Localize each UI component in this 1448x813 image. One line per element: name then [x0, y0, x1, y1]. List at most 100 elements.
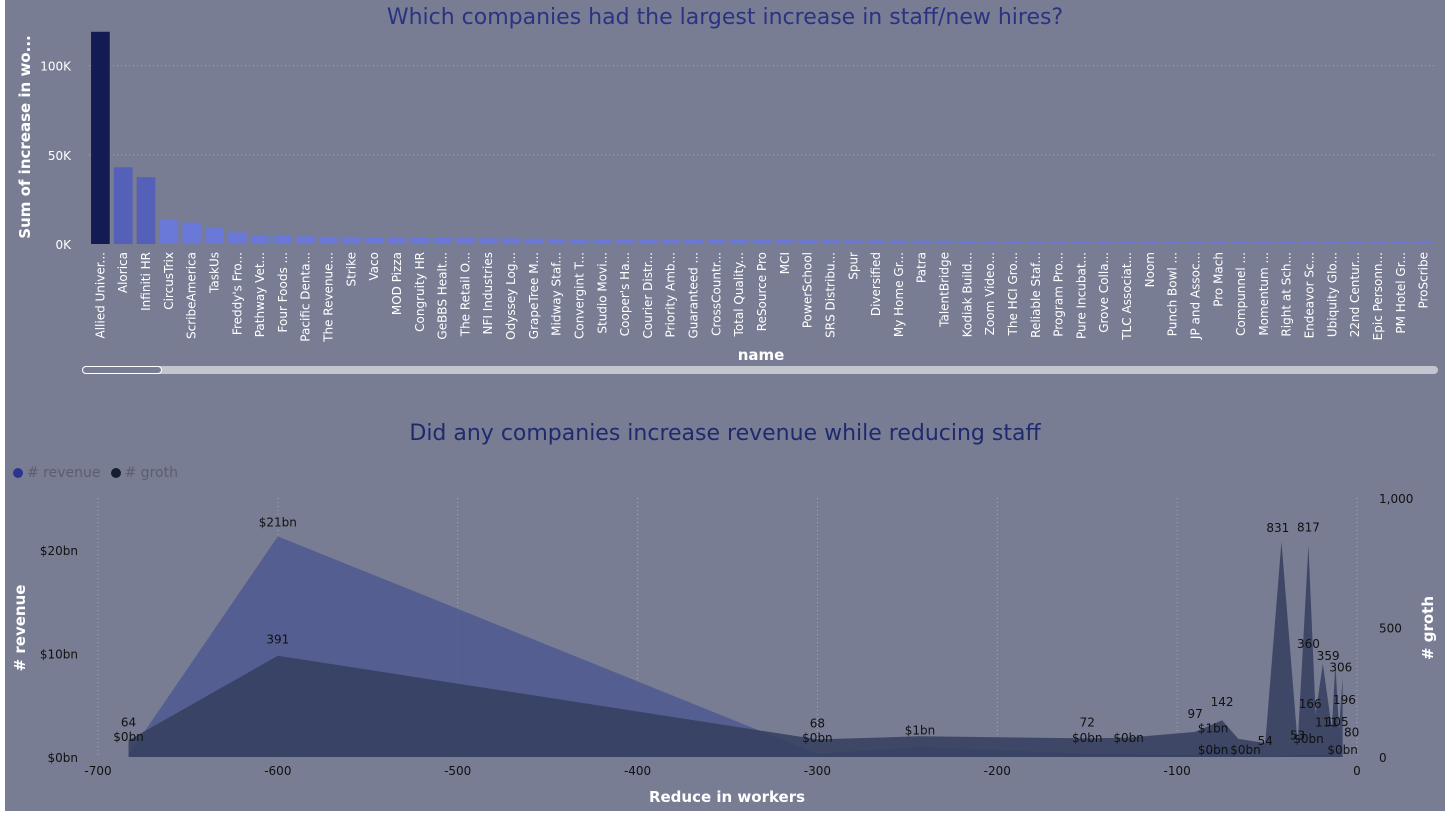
bar-22 [592, 239, 612, 244]
report-canvas: Which companies had the largest increase… [5, 0, 1445, 811]
chart1-scrollbar[interactable] [82, 366, 1438, 374]
x-tick-label-34: Diversified [869, 252, 883, 316]
y2-tick-label-2: 1,000 [1379, 492, 1413, 506]
bar-41 [1026, 241, 1046, 244]
bar-11 [342, 236, 361, 244]
bar-29 [752, 240, 772, 244]
x-tick-label-14: Congruity HR [413, 252, 427, 332]
bar-4 [182, 222, 202, 244]
data-label-28: $0bn [1327, 743, 1358, 757]
data-label-19: 53 [1290, 728, 1305, 742]
bar-57 [1391, 242, 1411, 244]
bar-23 [615, 239, 635, 244]
data-label-14: $0bn [1230, 743, 1261, 757]
x-tick-label-39: Zoom Video... [983, 252, 997, 335]
x-tick-label-54: Ubiquity Glo... [1325, 252, 1339, 337]
bar-3 [159, 219, 179, 244]
data-label-25: 306 [1329, 661, 1352, 675]
x-tick-label-45: TLC Associat... [1120, 252, 1134, 341]
bar-40 [1003, 240, 1023, 244]
revenue-area-chart[interactable]: -700 -600 -500 -400 -300 -200 -100 0 $0bn $10bn $2… [5, 480, 1445, 811]
x-tick-label-42: Program Pro... [1052, 252, 1066, 337]
chart1-scrollbar-thumb[interactable] [82, 366, 162, 374]
x-tick-label-50: Compunnel ... [1234, 252, 1248, 336]
x-tick-label-40: The HCI Gro... [1006, 252, 1020, 336]
bar-6 [227, 232, 247, 244]
bar-50 [1231, 241, 1251, 244]
x-tick-label-18: Odyssey Log... [504, 252, 518, 340]
bar-7 [250, 235, 270, 244]
x-tick-label-19: GrapeTree M... [527, 252, 541, 339]
x-tick-label-0: -700 [84, 764, 111, 778]
x-tick-label-29: ReSource Pro [755, 252, 769, 331]
x-tick-label-58: ProScribe [1417, 252, 1431, 309]
legend-groth-label[interactable]: # groth [124, 465, 178, 481]
bar-1 [113, 167, 133, 244]
bar-24 [638, 239, 658, 244]
bar-8 [273, 235, 293, 244]
bar-13 [387, 237, 407, 244]
y-tick-label-2: $20bn [40, 544, 78, 558]
x-tick-label-2: Infiniti HR [139, 252, 153, 311]
x-tick-label-13: MOD Pizza [390, 252, 404, 315]
bar-42 [1049, 241, 1068, 244]
x-tick-label-44: Grove Colla... [1097, 252, 1111, 333]
bar-15 [433, 237, 452, 244]
y-axis-label: # revenue [11, 585, 29, 672]
x-axis-label: name [738, 346, 785, 364]
legend-revenue-label[interactable]: # revenue [27, 465, 101, 481]
x-tick-label-1: Alorica [116, 252, 130, 293]
data-label-20: 166 [1299, 697, 1322, 711]
hires-bar-chart[interactable]: 0K 50K 100K Allied Univer... Alorica Infiniti… [5, 0, 1445, 400]
bar-49 [1208, 241, 1228, 244]
x-tick-label-51: Momentum ... [1257, 252, 1271, 336]
x-tick-label-8: Four Foods ... [276, 252, 290, 332]
x-tick-label-33: Spur [846, 252, 860, 280]
x-tick-label-38: Kodiak Build... [960, 252, 974, 337]
y-axis-label: Sum of increase in wo... [16, 35, 34, 238]
bar-34 [866, 240, 886, 244]
x-tick-label-6: Freddy's Fro... [230, 252, 244, 335]
bar-26 [684, 239, 703, 244]
y-tick-label-0: 0K [55, 238, 72, 252]
x-tick-label-22: Studio Movi... [595, 252, 609, 334]
bar-32 [821, 240, 840, 244]
bar-36 [912, 240, 932, 244]
x-tick-label-56: Epic Personn... [1371, 252, 1385, 340]
x-tick-label-57: PM Hotel Gr... [1394, 252, 1408, 334]
bar-31 [798, 240, 817, 244]
x-tick-label-15: GeBBS Healt... [436, 252, 450, 340]
chart2-title: Did any companies increase revenue while… [409, 421, 1041, 446]
data-label-18: $0bn [1293, 732, 1324, 746]
x-tick-label-21: Convergint T... [572, 252, 586, 339]
data-label-16: 831 [1266, 521, 1289, 535]
bar-45 [1117, 241, 1137, 244]
bar-30 [775, 240, 795, 244]
bar-10 [319, 236, 338, 244]
x-tick-label-52: Right at Sch... [1280, 252, 1294, 337]
bar-39 [980, 240, 1000, 244]
bar-54 [1322, 241, 1342, 244]
data-label-6: $1bn [905, 724, 936, 738]
x-tick-label-4: ScribeAmerica [185, 252, 199, 339]
bar-43 [1072, 241, 1091, 244]
bar-53 [1300, 241, 1319, 244]
x-tick-label-9: Pacific Denta... [299, 252, 313, 342]
bar-19 [524, 238, 544, 244]
bar-52 [1277, 241, 1297, 244]
bar-58 [1414, 242, 1433, 244]
data-label-26: 196 [1333, 693, 1356, 707]
x-tick-label-17: NFI Industries [481, 252, 495, 334]
x-tick-label-27: CrossCountr... [709, 252, 723, 336]
x-tick-label-55: 22nd Centur... [1348, 252, 1362, 337]
x-tick-label-2: -500 [444, 764, 471, 778]
bar-46 [1140, 241, 1160, 244]
bar-14 [410, 237, 430, 244]
bar-2 [136, 177, 156, 244]
x-tick-label-23: Cooper's Ha... [618, 252, 632, 336]
x-tick-label-43: Pure Incubat... [1074, 252, 1088, 339]
x-tick-label-24: Courier Distr... [641, 252, 655, 339]
bar-48 [1186, 241, 1205, 244]
data-label-4: 68 [810, 716, 825, 730]
x-tick-label-11: Strike [344, 252, 358, 287]
